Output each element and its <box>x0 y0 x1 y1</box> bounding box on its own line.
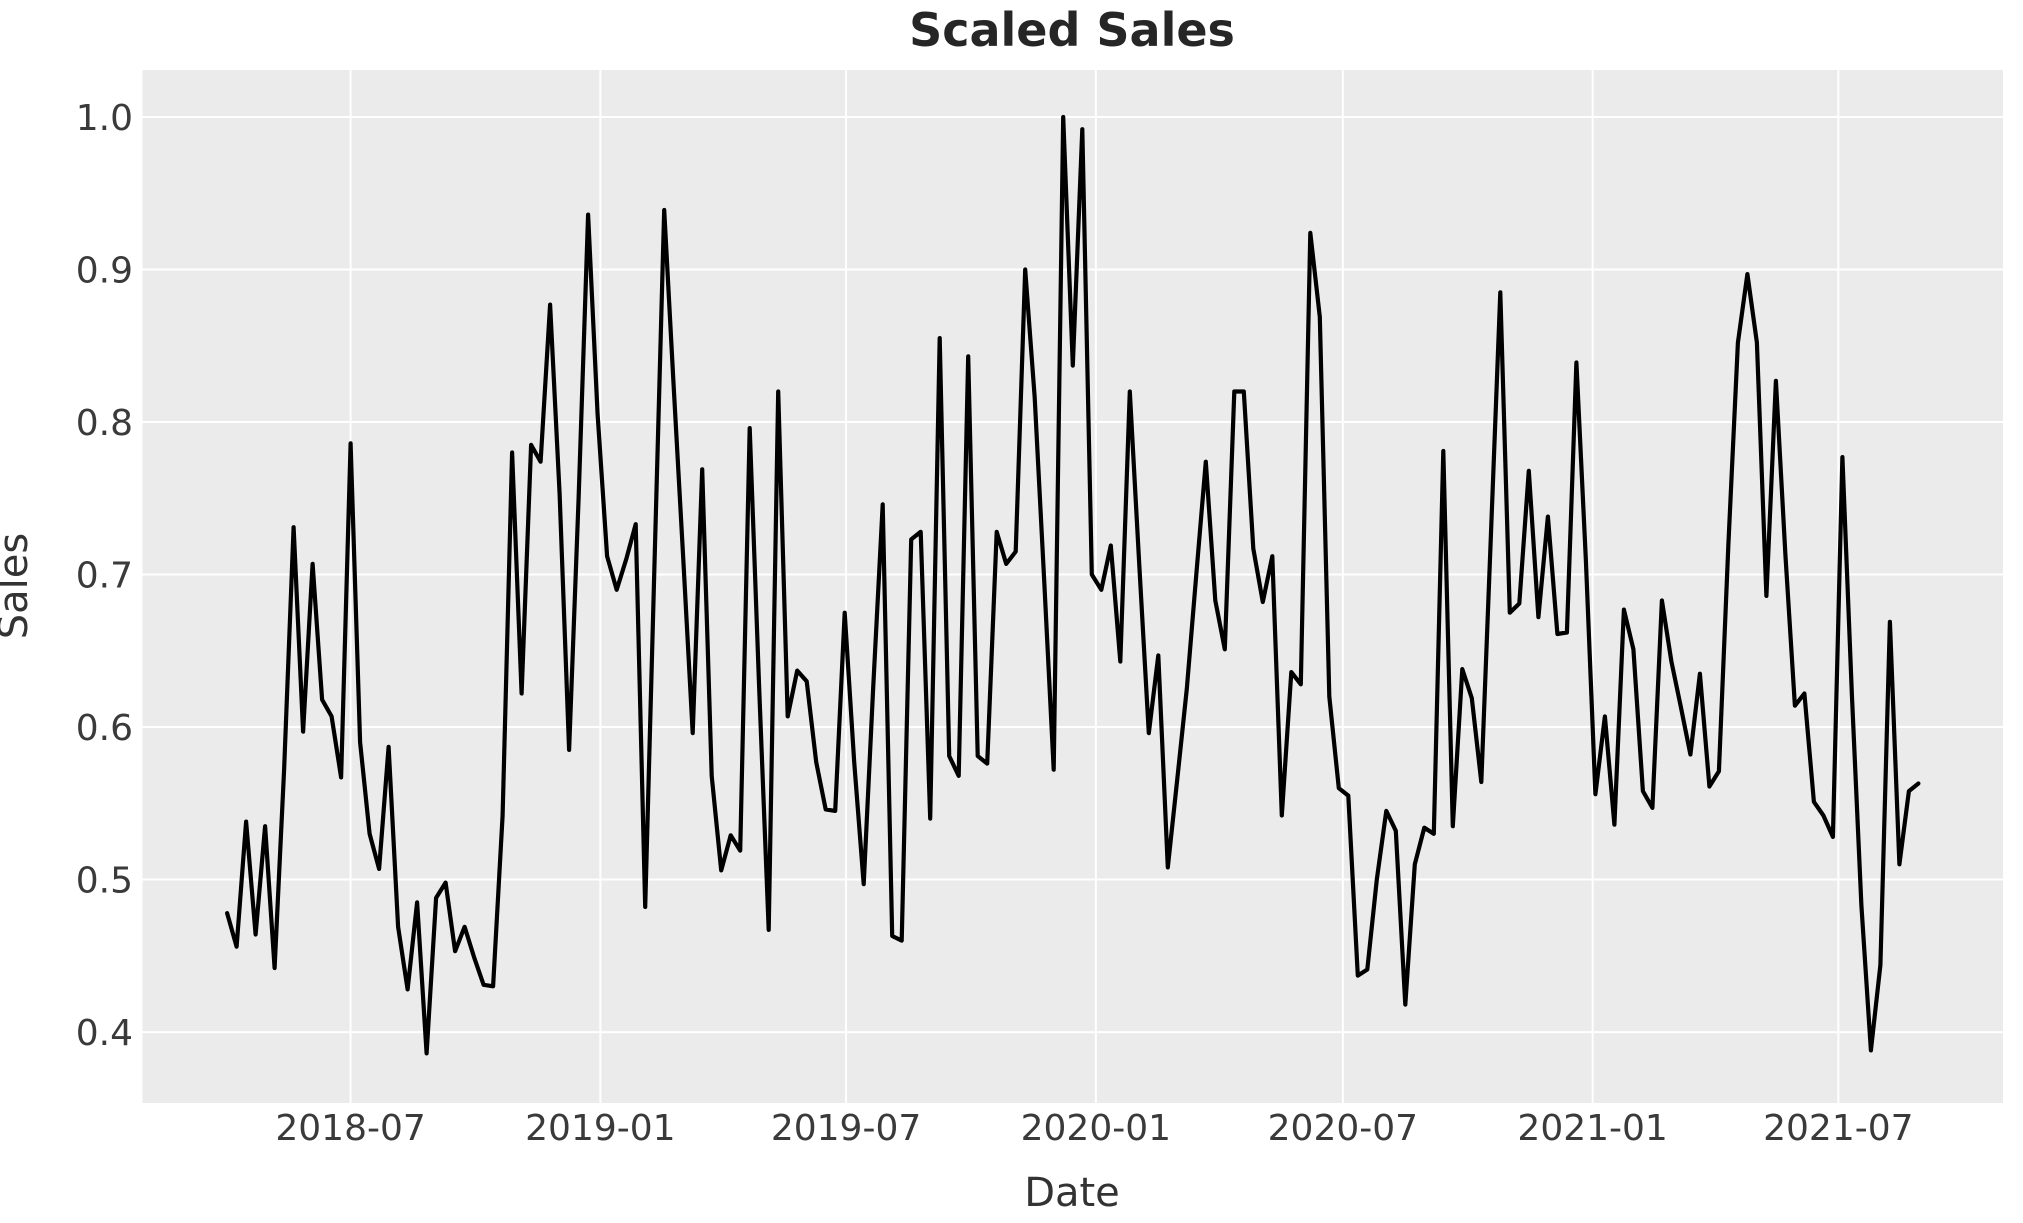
x-tick-2018-07: 2018-07 <box>275 1108 425 1149</box>
sales-line <box>225 114 1921 1056</box>
y-tick-0.9: 0.9 <box>76 250 133 291</box>
chart-title: Scaled Sales <box>909 3 1235 57</box>
y-tick-0.7: 0.7 <box>76 556 133 597</box>
x-tick-2020-07: 2020-07 <box>1268 1108 1418 1149</box>
x-tick-2021-07: 2021-07 <box>1763 1108 1913 1149</box>
x-tick-2021-01: 2021-01 <box>1517 1108 1667 1149</box>
x-tick-2020-01: 2020-01 <box>1021 1108 1171 1149</box>
y-axis-tick-labels: 0.4 0.5 0.6 0.7 0.8 0.9 1.0 <box>76 98 133 1054</box>
x-axis-tick-labels: 2018-07 2019-01 2019-07 2020-01 2020-07 2021-… <box>275 1108 1913 1149</box>
y-axis-label: Sales <box>0 533 37 639</box>
x-tick-2019-07: 2019-07 <box>771 1108 921 1149</box>
y-tick-0.6: 0.6 <box>76 708 133 749</box>
sales-series <box>225 114 1921 1056</box>
y-tick-1.0: 1.0 <box>76 98 133 139</box>
horizontal-gridlines <box>142 115 2003 1034</box>
y-tick-0.4: 0.4 <box>76 1013 133 1054</box>
x-tick-2019-01: 2019-01 <box>525 1108 675 1149</box>
y-tick-0.8: 0.8 <box>76 403 133 444</box>
y-tick-0.5: 0.5 <box>76 861 133 902</box>
x-axis-label: Date <box>1024 1170 1120 1216</box>
